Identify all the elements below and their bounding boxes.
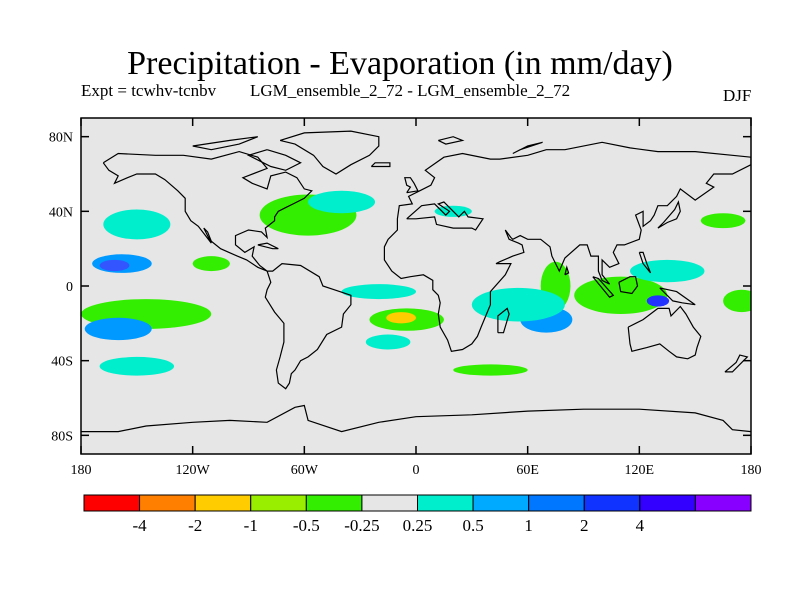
- colorbar: -4 -2 -1 -0.5 -0.25 0.25 0.5 1 2 4: [83, 494, 752, 535]
- anomaly-layer: [81, 190, 751, 376]
- coastline-caribbean-cuba: [257, 242, 279, 250]
- chart-title: Precipitation - Evaporation (in mm/day): [127, 45, 673, 82]
- lon-tick-label: 0: [413, 463, 420, 478]
- colorbar-swatch: [139, 494, 196, 512]
- coastline-japan: [657, 200, 681, 229]
- anomaly-tropical-pacific-dark: [99, 259, 130, 272]
- experiment-label: Expt = tcwhv-tcnbv: [81, 81, 217, 100]
- lat-tick-label: 40N: [49, 205, 73, 220]
- anomaly-south-atlantic-cyan: [365, 334, 411, 350]
- lon-tick-label: 120W: [176, 463, 211, 478]
- colorbar-label: -1: [244, 516, 258, 535]
- colorbar-swatch: [472, 494, 530, 512]
- coastline-eurasia-africa: [383, 141, 751, 352]
- anomaly-maritime-continent-cyan: [630, 259, 705, 283]
- lon-tick-label: 180: [741, 463, 762, 478]
- lat-tick-label: 40S: [51, 355, 73, 370]
- colorbar-swatch: [639, 494, 696, 512]
- coastline-borneo: [618, 276, 639, 295]
- coastline-south-america: [264, 262, 352, 390]
- anomaly-south-atlantic-yellow: [386, 312, 416, 324]
- colorbar-label: -0.25: [344, 516, 379, 535]
- coastline-novaya-zemlya: [512, 141, 543, 155]
- colorbar-swatch: [361, 494, 418, 512]
- colorbar-label: 0.25: [403, 516, 433, 535]
- ensemble-label: LGM_ensemble_2_72 - LGM_ensemble_2_72: [250, 81, 571, 100]
- colorbar-swatch: [417, 494, 474, 512]
- anomaly-equatorial-atlantic-cyan: [341, 284, 416, 300]
- colorbar-swatch: [305, 494, 363, 512]
- lat-tick-label: 0: [66, 280, 73, 295]
- coastline-new-guinea: [659, 287, 696, 306]
- coastline-iceland: [370, 162, 391, 168]
- anomaly-maritime-continent-dark: [646, 295, 670, 307]
- colorbar-swatch: [194, 494, 252, 512]
- anomaly-north-pacific-west-green: [700, 213, 746, 229]
- colorbar-label: 2: [580, 516, 589, 535]
- anomaly-maritime-continent-green: [574, 276, 668, 315]
- coastline-sumatra: [592, 276, 615, 298]
- coastline-greenland: [279, 130, 380, 175]
- colorbar-label: -0.5: [293, 516, 320, 535]
- coastline-british-isles: [404, 177, 419, 194]
- lon-tick-label: 60W: [291, 463, 319, 478]
- anomaly-north-pacific-cyan: [103, 209, 171, 240]
- coastline-north-america: [102, 150, 313, 272]
- coastline-new-zealand: [724, 354, 749, 373]
- coastline-australia: [627, 305, 702, 360]
- colorbar-swatch: [694, 494, 752, 512]
- anomaly-south-pacific-cyan: [99, 356, 175, 376]
- lon-tick-label: 120E: [625, 463, 655, 478]
- colorbar-swatch: [83, 494, 141, 512]
- coastline-sri-lanka: [564, 265, 570, 276]
- colorbar-swatch: [528, 494, 585, 512]
- anomaly-north-atlantic-cyan: [308, 190, 376, 214]
- anomaly-eastern-pacific-green: [192, 256, 230, 272]
- anomaly-indian-ocean-cyan: [471, 287, 565, 322]
- coastline-red-sea-med: [406, 201, 485, 231]
- colorbar-swatch: [250, 494, 307, 512]
- colorbar-label: 1: [524, 516, 533, 535]
- colorbar-label: 0.5: [462, 516, 483, 535]
- anomaly-southern-ocean-green: [453, 364, 528, 376]
- coastlines: [81, 130, 751, 433]
- anomaly-south-pacific-blue: [84, 317, 152, 341]
- lon-tick-label: 180: [71, 463, 92, 478]
- coastline-madagascar: [497, 307, 510, 334]
- coastline-svalbard: [438, 136, 465, 145]
- season-label: DJF: [723, 86, 752, 105]
- anomaly-western-pacific-green: [723, 289, 751, 313]
- colorbar-label: -2: [188, 516, 202, 535]
- lat-tick-label: 80N: [49, 131, 73, 146]
- axis-ticks: 80N 40N 0 40S 80S 180 120W 60W 0 60E 120E 180: [49, 118, 762, 478]
- coastline-baffin: [246, 149, 302, 171]
- colorbar-swatch: [583, 494, 641, 512]
- colorbar-label: -4: [132, 516, 147, 535]
- coastline-antarctica: [81, 404, 751, 433]
- lat-tick-label: 80S: [51, 429, 73, 444]
- lon-tick-label: 60E: [516, 463, 539, 478]
- coastline-arctic-islands: [192, 136, 259, 151]
- colorbar-label: 4: [636, 516, 645, 535]
- coastline-philippines: [638, 251, 652, 274]
